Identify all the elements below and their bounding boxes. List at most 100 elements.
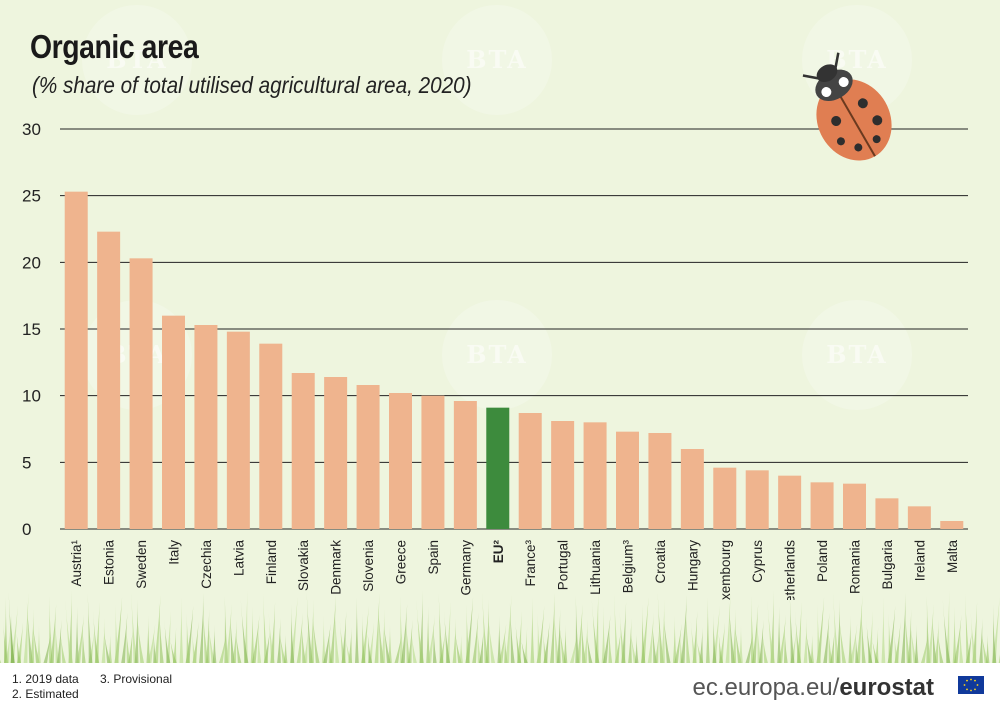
- grass-blade: [619, 610, 626, 665]
- bar: [745, 470, 769, 529]
- bar: [194, 325, 218, 529]
- x-tick-label: Lithuania: [588, 540, 603, 595]
- grass-blade: [523, 627, 528, 665]
- x-tick-label: Austria¹: [69, 539, 84, 586]
- grass-blade: [867, 611, 873, 665]
- grass-blade: [789, 594, 795, 665]
- grass-blade: [803, 618, 808, 665]
- grass-blade: [734, 617, 743, 665]
- grass-blade: [732, 609, 737, 665]
- bar: [810, 482, 834, 529]
- grass-blade: [487, 608, 496, 665]
- watermark-logo: BTA: [82, 5, 192, 115]
- grass-blade: [381, 609, 386, 665]
- grass-blade: [153, 632, 158, 665]
- grass-blade: [827, 621, 833, 665]
- grass-blade: [81, 623, 86, 665]
- grass-blade: [202, 601, 209, 665]
- grass-blade: [744, 633, 753, 665]
- bar: [291, 373, 315, 529]
- bar: [421, 395, 445, 529]
- grass-blade: [399, 596, 404, 665]
- grass-blade: [243, 591, 248, 665]
- grass-blade: [641, 605, 646, 665]
- grass-blade: [476, 621, 482, 665]
- grass-blade: [224, 596, 229, 665]
- grass-blade: [679, 632, 684, 665]
- grass-blade: [310, 600, 314, 665]
- y-tick-label: 10: [22, 387, 41, 406]
- grass-blade: [927, 604, 934, 665]
- grass-blade: [471, 613, 479, 665]
- grass-blade: [856, 595, 863, 665]
- grass-blade: [543, 622, 550, 665]
- grass-blade: [728, 601, 736, 665]
- grass-blade: [680, 595, 687, 665]
- grass-blade: [860, 603, 866, 665]
- x-tick-label: Bulgaria: [880, 540, 895, 590]
- grass-blade: [405, 612, 411, 665]
- x-tick-label: Belgium³: [621, 540, 636, 594]
- grass-blade: [640, 597, 649, 665]
- y-tick-label: 0: [22, 520, 31, 539]
- bar: [616, 431, 639, 529]
- grass-blade: [796, 602, 802, 665]
- ladybug-illustration: [802, 52, 892, 161]
- bar: [97, 231, 121, 529]
- grass-blade: [516, 611, 522, 665]
- grass-blade: [959, 623, 964, 665]
- grass-blade: [583, 620, 588, 665]
- grass-blade: [198, 593, 204, 665]
- grass-blade: [185, 606, 194, 665]
- grass-blade: [530, 598, 535, 665]
- grass-blade: [712, 614, 717, 665]
- grass-blade: [661, 600, 665, 665]
- y-tick-label: 25: [22, 187, 41, 206]
- grass-blade: [101, 618, 106, 665]
- grass-blade: [328, 632, 333, 665]
- x-tick-label: Netherlands: [783, 540, 798, 600]
- grass-blade: [914, 625, 919, 665]
- grass-blade: [459, 634, 464, 665]
- grass-blade: [934, 620, 939, 665]
- grass-blade: [164, 619, 171, 665]
- grass-blade: [953, 615, 962, 665]
- grass-blade: [629, 626, 638, 665]
- grass-blade: [972, 602, 978, 665]
- grass-blade: [581, 612, 587, 665]
- grass-blade: [980, 626, 989, 665]
- grass-blade: [257, 623, 262, 665]
- y-tick-label: 5: [22, 453, 31, 472]
- grass-blade: [158, 603, 164, 665]
- grass-blade: [805, 626, 814, 665]
- bar: [843, 483, 866, 529]
- grass-blade: [127, 629, 133, 665]
- grass-blade: [634, 634, 639, 665]
- grass-blade: [672, 616, 677, 665]
- bar-chart: 0 5 10 15 20 25 30 Austria¹ Estonia Sweden Italy C…: [22, 52, 968, 600]
- grass-blade: [549, 593, 555, 665]
- grass-blade: [838, 608, 847, 665]
- grass-blade: [192, 630, 197, 665]
- grass-blade: [654, 629, 660, 665]
- grass-blade: [478, 629, 484, 665]
- grass-blade: [543, 630, 548, 665]
- y-tick-label: 20: [22, 253, 41, 272]
- grass-blade: [131, 592, 138, 665]
- x-tick-label: Sweden: [134, 540, 149, 589]
- grass-blade: [536, 606, 545, 665]
- x-tick-label: Germany: [458, 540, 473, 596]
- grass-blade: [452, 618, 457, 665]
- grass-blade: [250, 607, 255, 665]
- grass-blade: [952, 607, 957, 665]
- x-tick-label: Slovenia: [361, 540, 376, 592]
- grass-blade: [339, 619, 347, 665]
- grass-blade: [942, 599, 951, 665]
- grass-blade: [42, 633, 51, 665]
- grass-blade: [172, 627, 177, 665]
- grass-blade: [485, 600, 490, 665]
- grass-blade: [49, 604, 57, 665]
- grass-blade: [16, 622, 24, 665]
- x-tick-label: Ireland: [912, 540, 927, 581]
- grass-blade: [718, 630, 724, 665]
